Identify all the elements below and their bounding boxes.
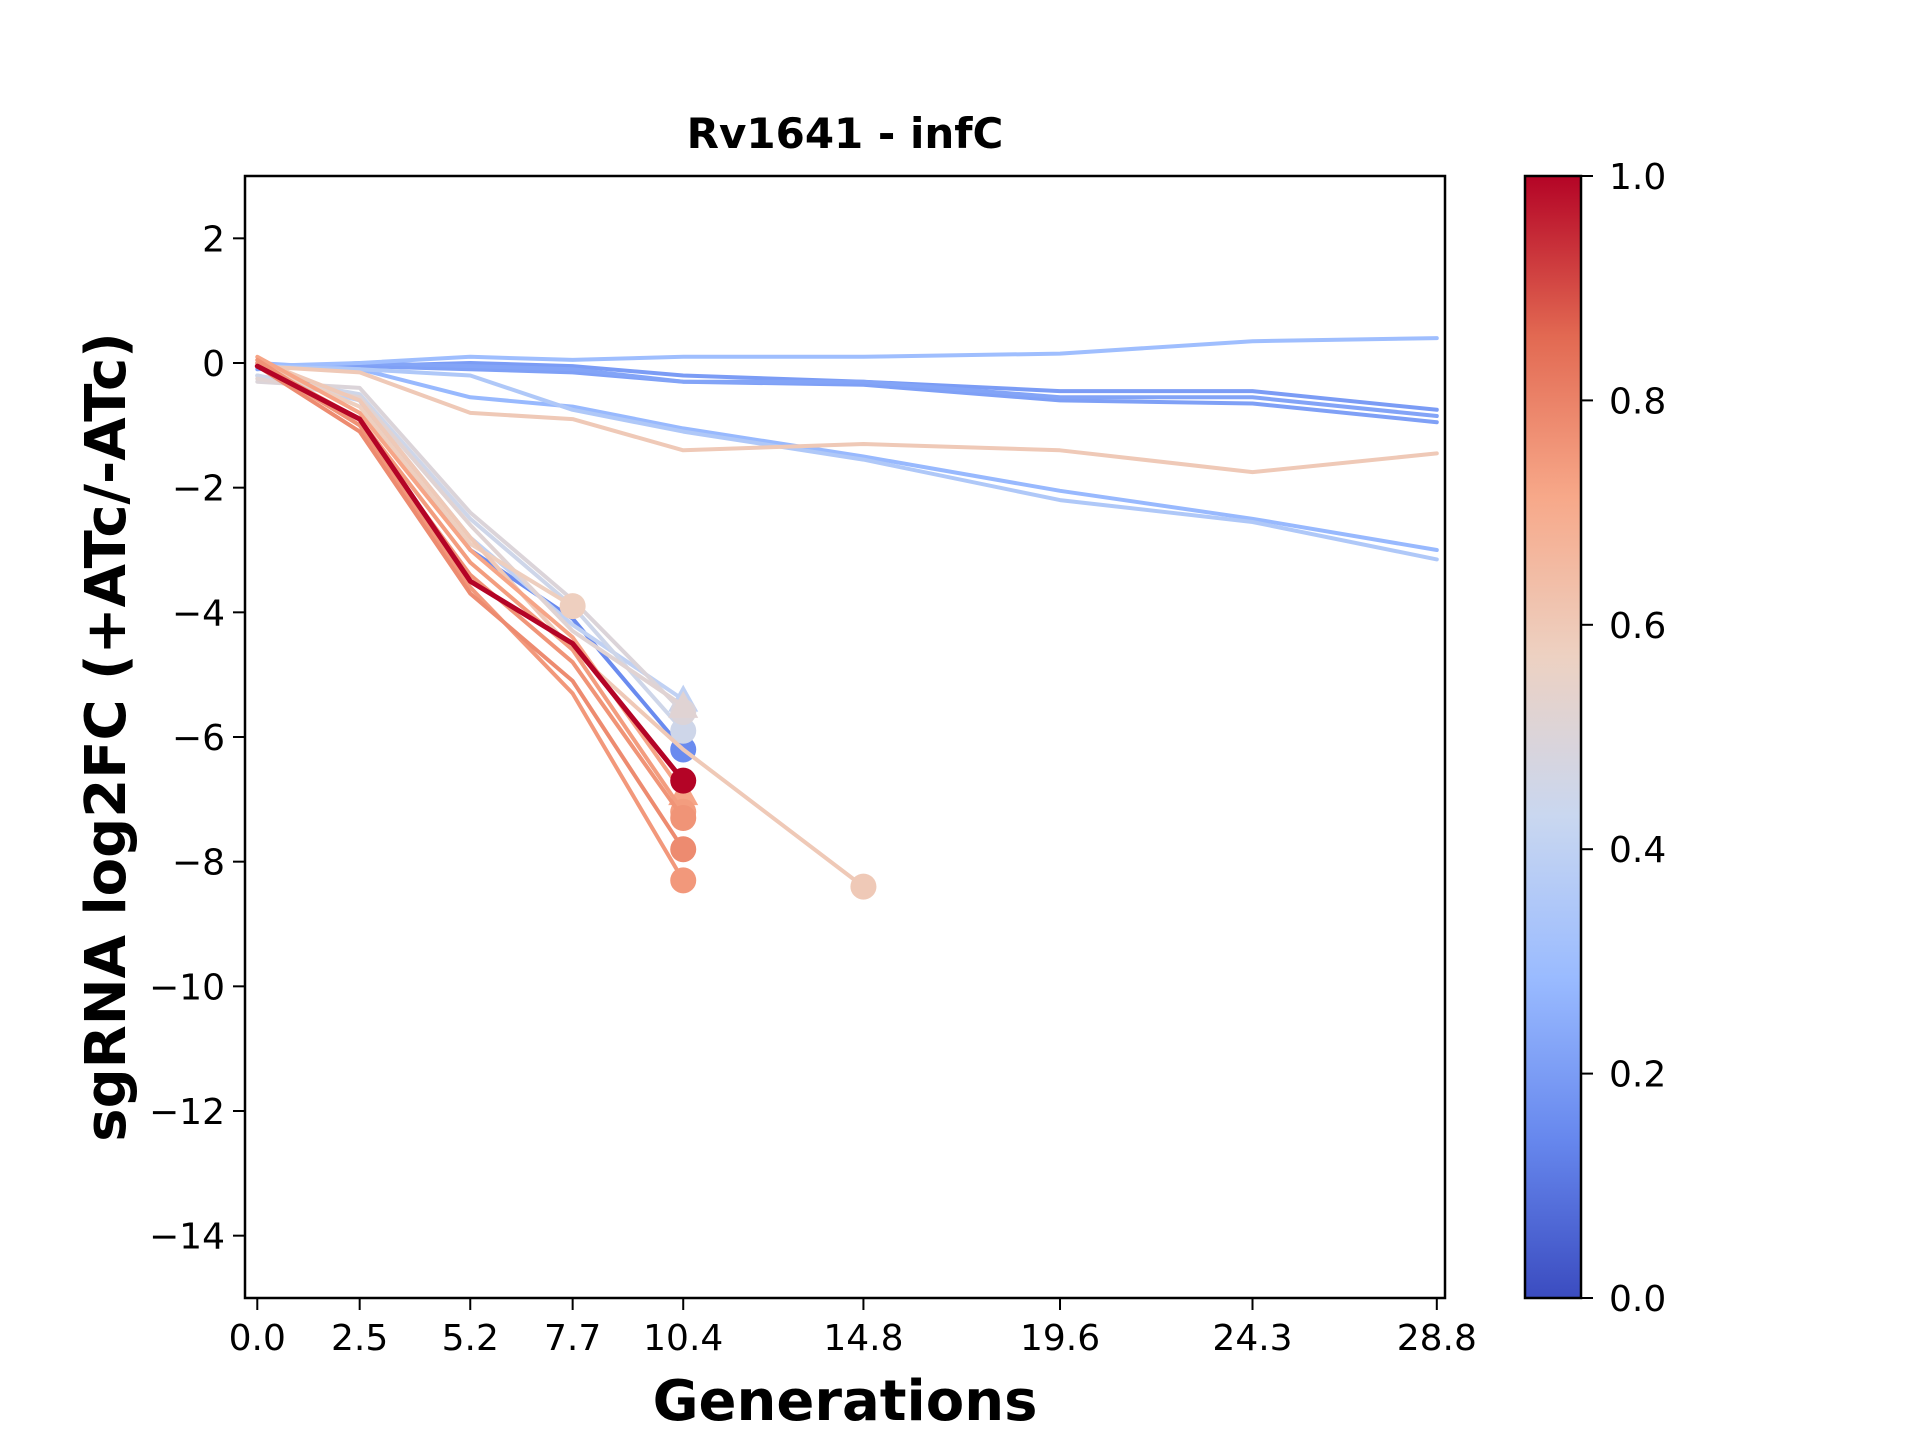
x-tick-label: 14.8 [823,1318,903,1359]
y-tick-label: −8 [172,843,225,884]
x-tick-label: 2.5 [331,1318,388,1359]
series-8 [255,357,877,900]
colorbar-tick-label: 0.0 [1609,1279,1666,1320]
series-end-marker [668,690,699,718]
colorbar [1523,174,1583,1300]
x-axis: 0.0 2.5 5.2 7.7 10.4 14.8 19.6 24.3 28.8 [229,1298,1477,1359]
series-end-marker [670,717,697,744]
y-tick-label: −2 [172,469,225,510]
series-end-marker [670,767,697,794]
series-line [255,364,686,852]
x-tick-label: 10.4 [643,1318,723,1359]
series-line [255,361,1439,552]
y-tick-label: −12 [149,1092,225,1133]
colorbar-tick-label: 1.0 [1609,157,1666,198]
series-line [255,364,1439,562]
series-layer [254,336,1439,900]
series-1 [255,361,1439,418]
y-tick-label: −14 [149,1217,225,1258]
series-line [254,363,686,784]
series-line [255,336,1439,369]
series-7 [255,364,1439,475]
x-tick-label: 7.7 [544,1318,601,1359]
y-tick-label: −4 [172,593,225,634]
series-end-marker [670,867,697,894]
x-tick-label: 5.2 [442,1318,499,1359]
series-line [255,361,1439,418]
y-axis: 2 0 −2 −4 −6 −8 −10 −12 −14 [149,219,245,1258]
series-end-marker [850,873,877,900]
series-5 [255,361,1439,552]
y-tick-label: 0 [202,344,225,385]
colorbar-tick-label: 0.6 [1609,606,1666,647]
series-15 [255,361,697,894]
plot-frame [243,174,1447,1300]
series-20 [254,363,697,794]
series-16 [255,364,697,863]
series-end-marker [559,593,586,620]
y-axis-label: sgRNA log2FC (+ATc/-ATc) [74,332,139,1142]
y-tick-label: −6 [172,718,225,759]
x-tick-label: 28.8 [1397,1318,1477,1359]
x-axis-label: Generations [653,1369,1038,1434]
series-line [255,361,686,883]
series-end-marker [670,805,697,832]
y-tick-label: −10 [149,967,225,1008]
colorbar-tick-label: 0.8 [1609,381,1666,422]
x-tick-label: 19.6 [1020,1318,1100,1359]
x-tick-label: 0.0 [229,1318,286,1359]
colorbar-axis: 0.0 0.2 0.4 0.6 0.8 1.0 [1581,157,1666,1320]
chart-title: Rv1641 - infC [687,109,1004,158]
x-tick-label: 24.3 [1212,1318,1292,1359]
series-line [255,357,866,889]
colorbar-tick-label: 0.2 [1609,1055,1666,1096]
series-4 [255,336,1439,369]
series-line [255,364,1439,475]
series-line [255,373,686,733]
series-6 [255,364,1439,562]
series-end-marker [670,836,697,863]
y-tick-label: 2 [202,219,225,260]
colorbar-tick-label: 0.4 [1609,830,1666,871]
